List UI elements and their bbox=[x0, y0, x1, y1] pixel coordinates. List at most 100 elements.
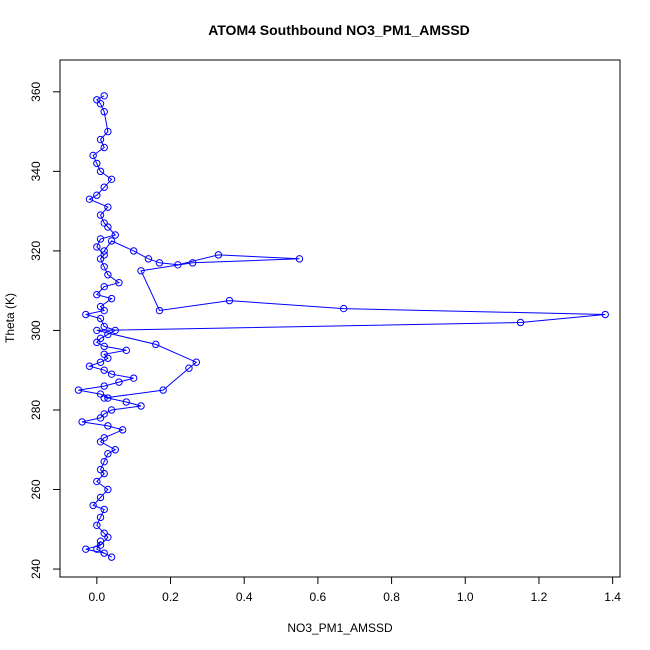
data-point bbox=[137, 402, 145, 410]
data-point bbox=[100, 322, 108, 331]
data-point bbox=[96, 255, 105, 263]
data-point bbox=[96, 541, 105, 549]
data-point bbox=[601, 310, 609, 319]
data-point bbox=[96, 414, 105, 422]
data-point bbox=[100, 219, 108, 227]
data-point bbox=[100, 549, 108, 557]
data-point bbox=[100, 282, 108, 291]
data-point bbox=[78, 418, 86, 426]
data-point bbox=[89, 151, 97, 160]
data-point bbox=[100, 457, 108, 466]
data-point bbox=[82, 310, 90, 319]
data-point bbox=[137, 267, 145, 275]
data-point bbox=[93, 290, 101, 299]
data-point bbox=[107, 175, 116, 184]
data-point bbox=[93, 338, 101, 347]
data-point bbox=[174, 261, 182, 269]
data-point bbox=[100, 183, 108, 191]
data-point bbox=[104, 223, 112, 231]
data-point bbox=[118, 426, 127, 434]
data-point bbox=[107, 294, 116, 303]
data-point bbox=[100, 505, 108, 514]
data-point bbox=[111, 231, 119, 239]
y-tick-label: 340 bbox=[29, 161, 43, 181]
data-point bbox=[107, 237, 116, 245]
x-tick-label: 0.8 bbox=[383, 590, 400, 604]
data-point bbox=[115, 279, 123, 287]
data-point bbox=[96, 358, 105, 366]
data-point bbox=[295, 255, 304, 263]
data-point bbox=[100, 92, 108, 100]
data-point bbox=[188, 259, 197, 267]
data-point bbox=[129, 374, 138, 382]
data-point bbox=[100, 434, 108, 442]
data-point bbox=[93, 326, 101, 335]
data-point bbox=[74, 386, 83, 394]
data-point bbox=[93, 477, 101, 486]
plot-area bbox=[74, 92, 609, 561]
data-point bbox=[96, 513, 105, 522]
data-point bbox=[225, 296, 234, 305]
chart-title: ATOM4 Southbound NO3_PM1_AMSSD bbox=[208, 22, 470, 38]
data-point bbox=[100, 410, 108, 418]
data-point bbox=[100, 469, 108, 478]
data-point bbox=[96, 100, 105, 108]
series-line-excursion bbox=[96, 240, 606, 399]
plot-frame bbox=[59, 59, 621, 578]
data-point bbox=[96, 167, 105, 176]
y-tick-label: 320 bbox=[29, 241, 43, 261]
data-point bbox=[96, 390, 105, 398]
data-point bbox=[89, 501, 97, 510]
x-tick-label: 0.2 bbox=[162, 590, 179, 604]
data-point bbox=[100, 108, 108, 116]
y-tick-label: 300 bbox=[29, 320, 43, 340]
series-line bbox=[78, 95, 142, 558]
data-point bbox=[82, 545, 90, 553]
data-point bbox=[96, 235, 105, 243]
data-point bbox=[85, 195, 94, 203]
data-point bbox=[100, 394, 108, 402]
data-point bbox=[122, 346, 131, 355]
data-point bbox=[96, 334, 105, 343]
data-point bbox=[339, 304, 348, 313]
data-point bbox=[129, 247, 138, 255]
data-point bbox=[111, 446, 119, 454]
data-point bbox=[96, 465, 105, 474]
data-point bbox=[96, 314, 105, 323]
data-point bbox=[100, 247, 108, 255]
data-point bbox=[104, 354, 112, 362]
data-point bbox=[100, 306, 108, 315]
x-tick-label: 1.0 bbox=[457, 590, 474, 604]
data-point bbox=[104, 127, 112, 136]
x-axis-label: NO3_PM1_AMSSD bbox=[287, 621, 393, 635]
x-tick-label: 0.6 bbox=[310, 590, 327, 604]
data-point bbox=[96, 438, 105, 446]
x-tick-label: 0.0 bbox=[88, 590, 105, 604]
data-point bbox=[85, 362, 94, 370]
data-point bbox=[104, 450, 112, 458]
y-tick-label: 260 bbox=[29, 479, 43, 499]
data-point bbox=[100, 143, 108, 152]
data-point bbox=[100, 350, 108, 358]
data-point bbox=[96, 493, 105, 502]
x-tick-label: 0.4 bbox=[236, 590, 253, 604]
y-axis: 240 260 280 300 320 340 360 bbox=[29, 81, 61, 579]
data-point bbox=[104, 203, 112, 211]
data-point bbox=[192, 358, 201, 366]
data-point bbox=[107, 406, 116, 414]
y-tick-label: 240 bbox=[29, 559, 43, 579]
data-point bbox=[152, 340, 160, 349]
data-point bbox=[100, 366, 108, 374]
y-axis-label: Theta (K) bbox=[3, 293, 17, 343]
data-point bbox=[100, 529, 108, 537]
data-point bbox=[104, 271, 112, 279]
data-point bbox=[96, 537, 105, 545]
data-point bbox=[104, 533, 112, 541]
data-point bbox=[93, 521, 101, 529]
data-point bbox=[159, 386, 167, 394]
data-point bbox=[104, 422, 112, 430]
data-point bbox=[155, 306, 164, 315]
data-point bbox=[115, 378, 123, 386]
data-point bbox=[93, 96, 101, 104]
